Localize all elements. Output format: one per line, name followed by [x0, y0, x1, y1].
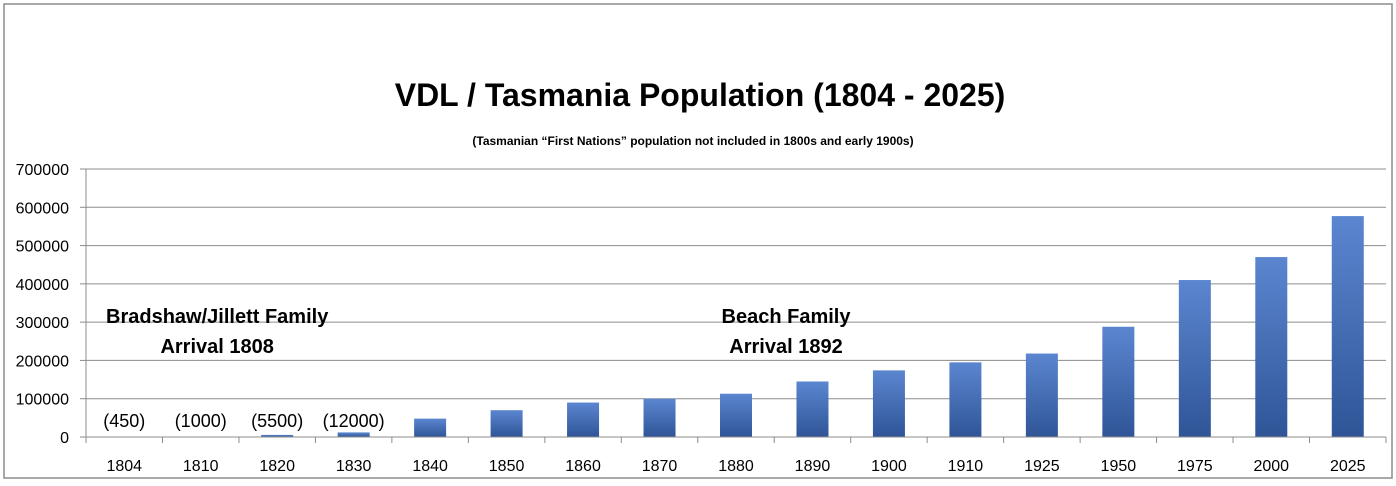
annotation-line: Arrival 1892: [729, 336, 842, 358]
bar-1890: [796, 381, 829, 437]
bar-1900: [872, 370, 905, 437]
y-tick-label: 100000: [16, 392, 69, 409]
annotation-line: Arrival 1808: [160, 336, 273, 358]
bar-1850: [490, 410, 523, 437]
y-tick-label: 600000: [16, 200, 69, 217]
bar-2025: [1331, 216, 1364, 437]
x-tick-label: 1975: [1177, 458, 1213, 475]
x-tick-label: 1830: [336, 458, 372, 475]
bar-1880: [720, 393, 752, 437]
y-tick-label: 400000: [16, 277, 69, 294]
y-tick-label: 700000: [16, 162, 69, 179]
bar-1910: [949, 362, 982, 437]
x-tick-label: 1900: [871, 458, 907, 475]
annotation-line: Bradshaw/Jillett Family: [106, 306, 329, 328]
x-tick-label: 2000: [1253, 458, 1289, 475]
annotations: Bradshaw/Jillett Family Arrival 1808 Beach…: [106, 306, 851, 358]
bars: [108, 216, 1364, 438]
x-tick-label: 1890: [795, 458, 831, 475]
x-axis: 1804 1810 1820 1830 1840 1850 1860 1870 1880 1890…: [85, 436, 1387, 475]
y-tick-label: 200000: [16, 353, 69, 370]
bar-1870: [643, 398, 676, 437]
x-tick-label: 1820: [259, 458, 295, 475]
x-tick-label: 1860: [565, 458, 601, 475]
data-label: (1000): [175, 411, 227, 431]
x-tick-label: 1880: [718, 458, 754, 475]
x-tick-label: 1910: [948, 458, 984, 475]
x-tick-label: 1810: [183, 458, 219, 475]
x-tick-label: 1840: [412, 458, 448, 475]
y-tick-label: 0: [60, 430, 69, 447]
chart-title: VDL / Tasmania Population (1804 - 2025): [395, 77, 1006, 113]
data-labels: (450) (1000) (5500) (12000): [103, 411, 384, 431]
bar-1820: [261, 434, 294, 437]
bar-1840: [414, 418, 447, 437]
y-tick-label: 300000: [16, 315, 69, 332]
data-label: (5500): [251, 411, 303, 431]
bar-1860: [567, 402, 600, 437]
bar-1975: [1178, 280, 1211, 437]
y-axis: 0 100000 200000 300000 400000 500000 600000 700…: [16, 162, 87, 447]
bar-1925: [1025, 353, 1058, 437]
x-tick-label: 1950: [1101, 458, 1137, 475]
x-tick-label: 1870: [642, 458, 678, 475]
bar-1830: [337, 432, 370, 437]
x-tick-label: 1850: [489, 458, 525, 475]
annotation-line: Beach Family: [722, 306, 852, 328]
chart-border: [3, 3, 1393, 479]
x-tick-label: 1804: [106, 458, 142, 475]
bar-1950: [1102, 326, 1135, 437]
y-tick-label: 500000: [16, 239, 69, 256]
x-tick-label: 2025: [1330, 458, 1366, 475]
x-tick-label: 1925: [1024, 458, 1060, 475]
bar-2000: [1255, 257, 1288, 437]
data-label: (12000): [323, 411, 385, 431]
chart-subtitle: (Tasmanian “First Nations” population no…: [472, 134, 913, 148]
data-label: (450): [103, 411, 145, 431]
